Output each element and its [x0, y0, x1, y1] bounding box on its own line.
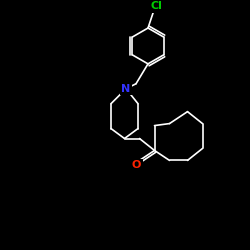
- Text: Cl: Cl: [150, 1, 162, 11]
- Text: N: N: [122, 84, 130, 94]
- Text: O: O: [132, 160, 141, 170]
